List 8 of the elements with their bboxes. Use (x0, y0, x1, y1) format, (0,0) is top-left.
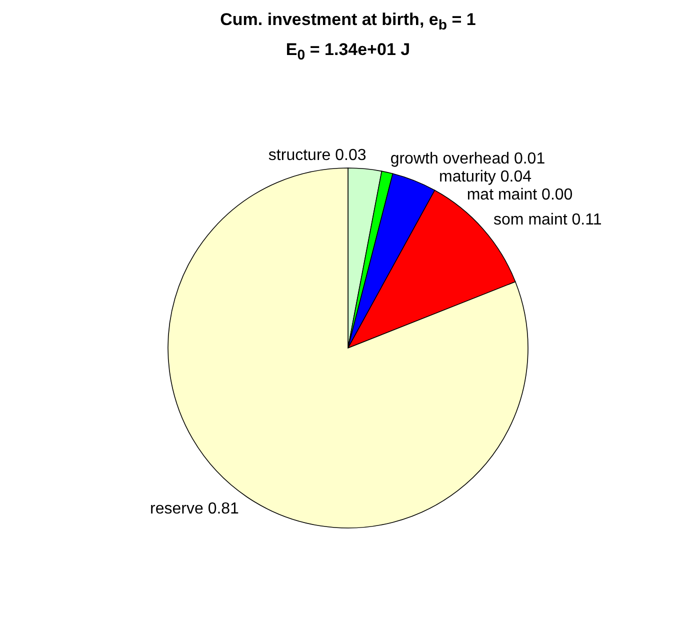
chart-title: Cum. investment at birth, e$_{b}$ = 1 (219, 9, 477, 36)
slice-label: reserve 0.81 (150, 500, 240, 518)
slice-label: maturity 0.04 (439, 168, 532, 186)
slice-label: structure 0.03 (268, 146, 366, 164)
slice-label: som maint 0.11 (494, 212, 602, 229)
slice-label: growth overhead 0.01 (390, 150, 546, 168)
chart-subtitle: E$_{0}$ = 1.34e+01 J (284, 40, 412, 66)
category-label: mat maint 0.00 (466, 186, 573, 204)
